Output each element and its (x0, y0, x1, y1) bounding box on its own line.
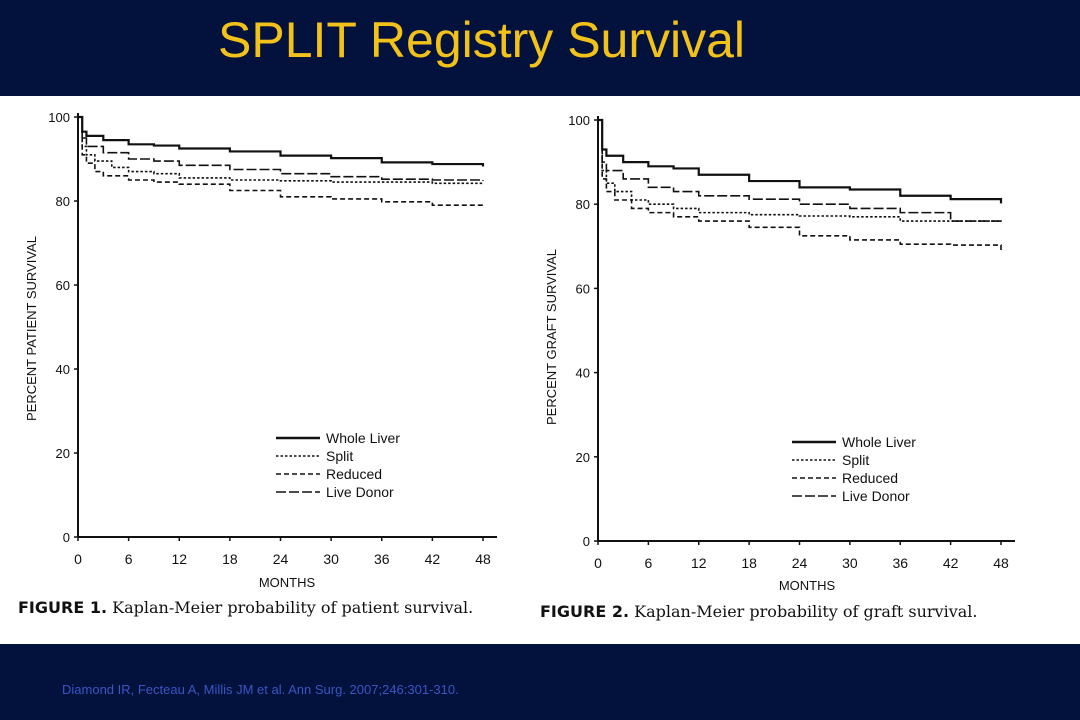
figure-1-label: FIGURE 1. (18, 598, 108, 617)
y-tick-label: 80 (576, 197, 590, 212)
x-tick-label: 24 (273, 551, 289, 567)
y-tick-label: 40 (56, 362, 70, 377)
series-line-split (598, 119, 1002, 222)
legend-label: Split (842, 452, 869, 468)
figure-1-caption: FIGURE 1. Kaplan-Meier probability of pa… (18, 598, 473, 617)
x-tick-label: 30 (842, 555, 858, 571)
title-bar: SPLIT Registry Survival (0, 0, 1080, 96)
x-tick-label: 24 (792, 555, 808, 571)
legend-label: Split (326, 448, 353, 464)
legend-label: Live Donor (842, 488, 910, 504)
y-tick-label: 0 (583, 534, 590, 549)
y-tick-label: 80 (56, 194, 70, 209)
y-tick-label: 20 (56, 446, 70, 461)
legend-label: Live Donor (326, 484, 394, 500)
series-line-live-donor (78, 116, 484, 181)
x-tick-label: 42 (943, 555, 959, 571)
x-tick-label: 6 (644, 555, 652, 571)
slide-title: SPLIT Registry Survival (218, 12, 746, 68)
y-axis-label: PERCENT GRAFT SURVIVAL (544, 249, 559, 425)
chart-graft-survival: 0 20 40 60 80 100 0 6 12 18 24 30 36 42 48 MONTHS PERCEN… (544, 113, 1015, 593)
figure-2-caption-text: Kaplan-Meier probability of graft surviv… (634, 602, 978, 621)
x-axis-label: MONTHS (259, 575, 316, 590)
series-line-split (78, 116, 483, 185)
legend-label: Reduced (842, 470, 898, 486)
figure-2-caption: FIGURE 2. Kaplan-Meier probability of gr… (540, 602, 977, 621)
series-line-reduced (598, 119, 1002, 251)
figure-panel: 0 20 40 60 80 100 0 6 12 18 24 30 36 42 48 MONTHS PERCEN… (0, 96, 1080, 644)
x-tick-label: 48 (475, 551, 491, 567)
y-tick-label: 60 (576, 281, 590, 296)
footer-bar: Diamond IR, Fecteau A, Millis JM et al. … (0, 644, 1080, 720)
x-tick-label: 6 (125, 551, 133, 567)
x-axis-label: MONTHS (779, 578, 836, 593)
y-tick-label: 40 (576, 366, 590, 381)
series-line-reduced (78, 116, 484, 208)
x-tick-label: 36 (374, 551, 390, 567)
series-line-live-donor (598, 119, 1001, 222)
legend-label: Whole Liver (842, 434, 916, 450)
y-tick-label: 100 (568, 113, 590, 128)
x-tick-label: 12 (691, 555, 707, 571)
series-line-whole-liver (78, 115, 485, 167)
x-tick-label: 0 (74, 551, 82, 567)
x-tick-label: 30 (323, 551, 339, 567)
y-axis-label: PERCENT PATIENT SURVIVAL (24, 236, 39, 421)
x-tick-label: 0 (594, 555, 602, 571)
figure-2-label: FIGURE 2. (540, 602, 630, 621)
legend-label: Whole Liver (326, 430, 400, 446)
citation: Diamond IR, Fecteau A, Millis JM et al. … (62, 682, 459, 697)
series-line-whole-liver (598, 118, 1003, 204)
y-tick-label: 0 (63, 530, 70, 545)
figure-1-caption-text: Kaplan-Meier probability of patient surv… (112, 598, 474, 617)
x-tick-label: 42 (425, 551, 441, 567)
legend-label: Reduced (326, 466, 382, 482)
x-tick-label: 18 (222, 551, 238, 567)
x-tick-label: 18 (741, 555, 757, 571)
chart-patient-survival: 0 20 40 60 80 100 0 6 12 18 24 30 36 42 48 MONTHS PERCEN… (24, 110, 497, 590)
x-tick-label: 12 (171, 551, 187, 567)
y-tick-label: 20 (576, 450, 590, 465)
y-tick-label: 100 (48, 110, 70, 125)
x-tick-label: 36 (892, 555, 908, 571)
x-tick-label: 48 (993, 555, 1009, 571)
y-tick-label: 60 (56, 278, 70, 293)
